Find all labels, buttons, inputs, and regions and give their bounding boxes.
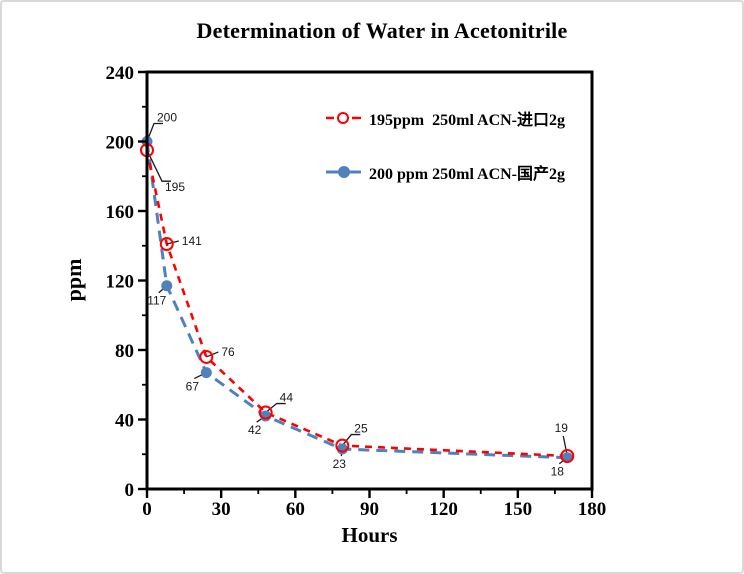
series-markers-1 [141,136,573,464]
y-axis-title: ppm [61,258,86,302]
svg-text:180: 180 [578,499,607,520]
svg-text:80: 80 [115,341,134,362]
svg-text:150: 150 [504,499,533,520]
data-point-labels: 195 141 76 44 25 19 200 117 67 42 23 18 [147,111,568,479]
svg-text:42: 42 [248,423,262,437]
svg-text:23: 23 [333,457,347,471]
svg-text:200: 200 [157,111,177,125]
series-line-1 [145,141,568,460]
svg-text:0: 0 [142,499,152,520]
svg-text:240: 240 [106,63,135,84]
svg-text:44: 44 [280,391,294,405]
svg-text:200: 200 [106,133,135,154]
y-axis-ticks [138,70,147,491]
svg-text:120: 120 [106,272,135,293]
svg-text:67: 67 [186,380,200,394]
svg-text:195: 195 [165,180,185,194]
svg-text:76: 76 [221,345,235,359]
legend-label-domestic: 200 ppm 250ml ACN-国产2g [369,166,566,183]
svg-text:141: 141 [182,234,202,248]
svg-text:0: 0 [125,480,135,501]
series-line-0 [145,149,568,458]
svg-text:19: 19 [555,421,569,435]
legend-label-imported: 195ppm 250ml ACN-进口2g [369,112,566,129]
series-markers-0 [140,143,575,463]
blue-line-filled-circle-icon [326,166,361,178]
svg-text:120: 120 [429,499,458,520]
svg-text:117: 117 [147,294,166,308]
legend-item-domestic: 200 ppm 250ml ACN-国产2g [326,160,565,184]
x-axis-ticks [145,489,594,498]
svg-text:40: 40 [115,411,134,432]
svg-text:90: 90 [360,499,379,520]
red-dashed-open-circle-icon [326,112,361,124]
x-axis-title: Hours [341,523,398,547]
chart-title: Determination of Water in Acetonitrile [196,18,568,43]
y-tick-labels: 0 40 80 120 160 200 240 [106,63,135,501]
svg-text:160: 160 [106,202,135,223]
legend-item-imported: 195ppm 250ml ACN-进口2g [326,106,565,130]
svg-text:25: 25 [354,422,368,436]
svg-text:60: 60 [286,499,305,520]
svg-text:30: 30 [212,499,231,520]
svg-text:18: 18 [551,465,565,479]
legend: 195ppm 250ml ACN-进口2g 200 ppm 250ml ACN-… [326,106,565,184]
x-tick-labels: 0 30 60 90 120 150 180 [142,499,606,520]
